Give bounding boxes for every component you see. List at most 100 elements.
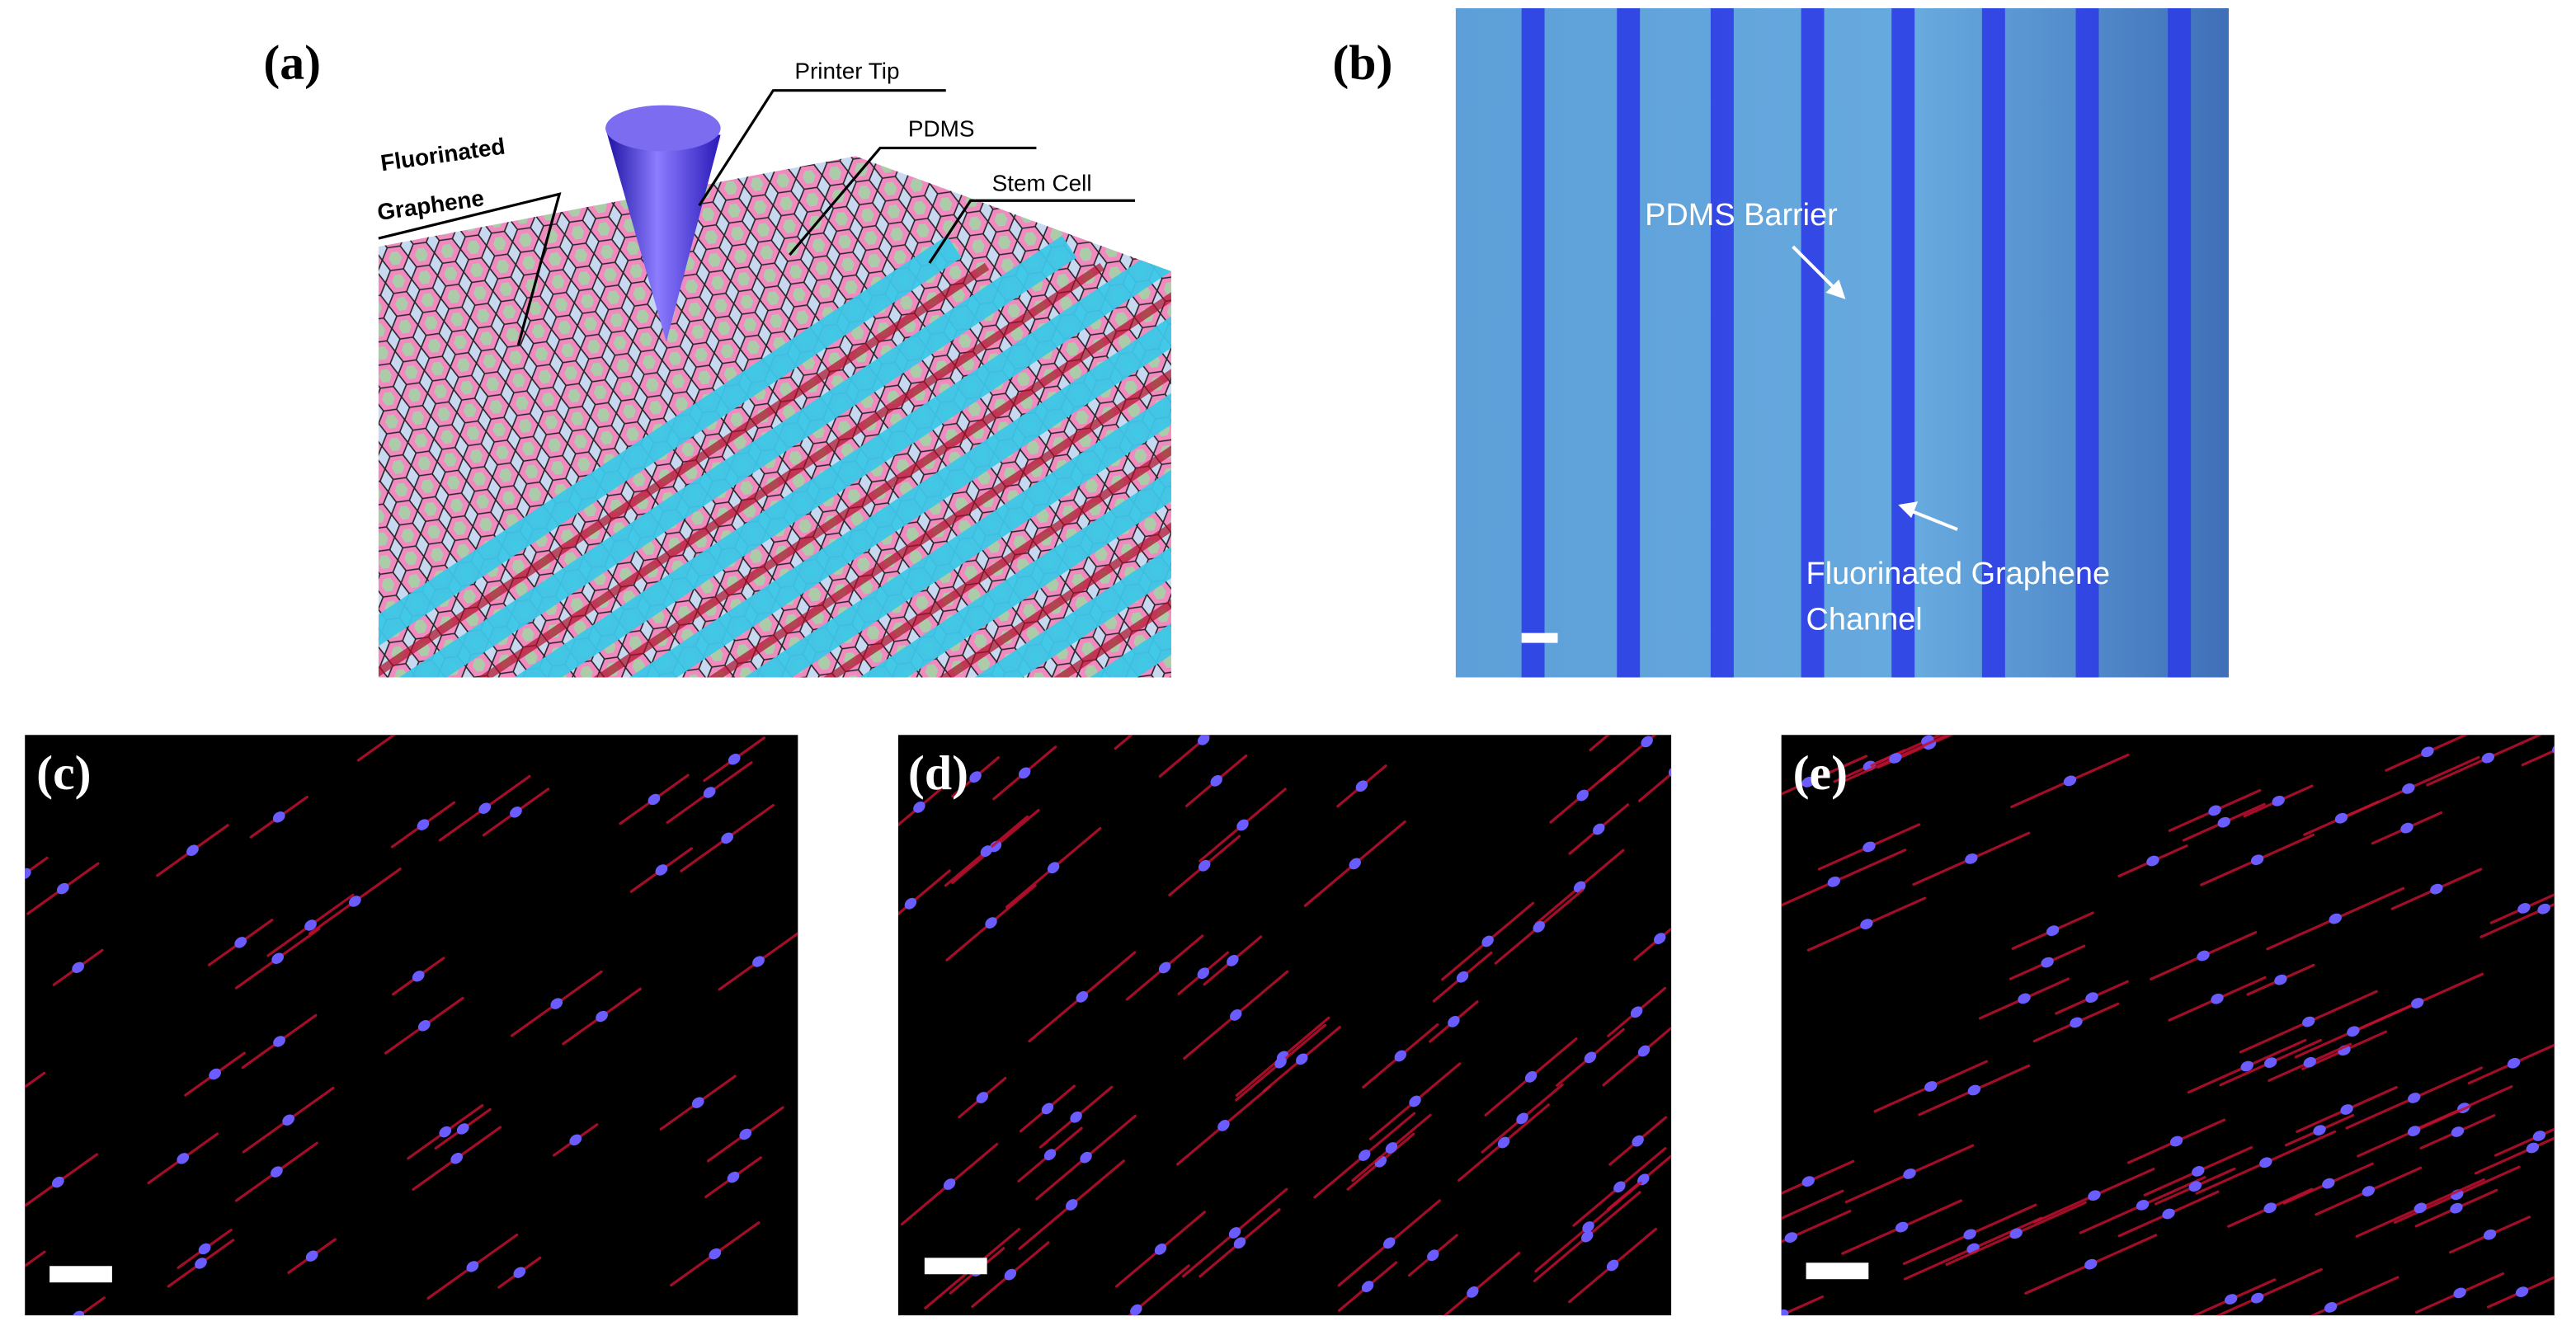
nucleus [51, 1176, 64, 1188]
nucleus [412, 971, 425, 982]
stripe-shadow [639, 262, 1171, 678]
nucleus [2088, 1190, 2101, 1201]
nucleus [1632, 1135, 1644, 1147]
nucleus [2070, 1017, 2083, 1028]
nucleus [2146, 855, 2159, 867]
nucleus [2414, 1202, 2427, 1214]
nucleus [271, 1166, 283, 1178]
nucleus [1967, 1084, 1981, 1096]
nucleus [2240, 1060, 2253, 1072]
scale-bar [1521, 632, 1558, 643]
nucleus [1576, 789, 1589, 802]
nucleus [2408, 1093, 2421, 1103]
scale-bar [49, 1266, 112, 1283]
nucleus [1516, 1112, 1528, 1125]
nucleus [1533, 921, 1545, 933]
panel-label: (c) [36, 745, 91, 800]
cells [1766, 735, 2555, 1316]
nucleus [1041, 1103, 1054, 1115]
leader-line [789, 146, 1037, 256]
nucleus [1827, 876, 1841, 887]
nucleus [1924, 1081, 1938, 1092]
nucleus [2322, 1178, 2335, 1189]
nucleus [2481, 752, 2495, 764]
nucleus [1860, 919, 1873, 930]
nucleus [2188, 1181, 2202, 1192]
nucleus [648, 793, 661, 806]
nucleus [2009, 1228, 2023, 1239]
nucleus [1018, 767, 1031, 779]
nucleus [282, 1114, 294, 1126]
nucleus [1361, 1281, 1374, 1293]
nucleus [1004, 1268, 1017, 1281]
nucleus [1349, 858, 1361, 870]
nucleus [2018, 993, 2031, 1004]
nucleus [25, 867, 31, 880]
channel-stripe [1981, 7, 2005, 678]
nucleus [989, 840, 1002, 853]
nucleus [1385, 1142, 1398, 1154]
nucleus [478, 802, 492, 814]
scale-bar [924, 1258, 987, 1275]
nucleus [450, 1153, 464, 1164]
stripe-shadow [754, 262, 1171, 678]
nucleus [2340, 1104, 2353, 1115]
nucleus [2517, 903, 2531, 914]
nucleus [1409, 1095, 1421, 1107]
arrow [1907, 508, 1958, 531]
nucleus [72, 962, 84, 974]
nucleus [752, 956, 765, 967]
nucleus [2532, 1131, 2546, 1141]
nucleus [1130, 1304, 1142, 1316]
nucleus [1154, 1243, 1167, 1255]
nucleus [2453, 1287, 2466, 1299]
nucleus [550, 998, 563, 1009]
nucleus [1524, 1071, 1538, 1083]
nucleus [691, 1097, 704, 1108]
nucleus [2302, 1016, 2315, 1027]
nucleus [272, 811, 285, 823]
nucleus [271, 952, 285, 964]
panel-b: (b) PDMS Barrier Fluorinated Graphene Ch… [1332, 7, 2229, 678]
cell-body [25, 1250, 46, 1268]
nucleus [1801, 777, 1815, 788]
nucleus [304, 919, 317, 931]
nucleus [305, 1250, 318, 1262]
nucleus [1641, 736, 1653, 748]
nucleus [1593, 823, 1605, 835]
nucleus [1584, 1051, 1597, 1064]
nucleus [2400, 822, 2414, 834]
nucleus [1766, 1214, 1782, 1228]
nucleus [980, 845, 993, 857]
nucleus [2303, 1056, 2316, 1068]
annotation: PDMS Barrier [1645, 198, 1838, 233]
nucleus [703, 787, 716, 798]
nucleus [72, 1310, 85, 1316]
nucleus [2507, 1057, 2521, 1069]
nucleus [2274, 974, 2287, 985]
pdms-stripe [601, 235, 1171, 678]
nucleus [2208, 805, 2221, 816]
channel-stripe [2075, 7, 2099, 678]
nucleus [198, 1243, 211, 1255]
arrow-head [1825, 279, 1846, 299]
nucleus [1158, 962, 1171, 974]
nucleus [655, 864, 668, 876]
nucleus [1467, 1286, 1479, 1298]
nucleus [1784, 1232, 1798, 1243]
leader-line [698, 89, 946, 207]
nucleus [513, 1267, 526, 1278]
channel-stripe [2168, 7, 2192, 678]
nucleus [1630, 1006, 1643, 1018]
nucleus [1497, 1136, 1510, 1149]
nucleus [195, 1258, 207, 1269]
nucleus [417, 819, 430, 830]
nucleus [1227, 954, 1239, 966]
nucleus [709, 1248, 722, 1260]
nucleus [186, 844, 199, 856]
nucleus [1359, 1150, 1371, 1161]
channel-stripe [1617, 7, 1641, 678]
nucleus [466, 1261, 479, 1272]
panel-label: (a) [263, 35, 321, 90]
annotation: PDMS [908, 115, 975, 141]
